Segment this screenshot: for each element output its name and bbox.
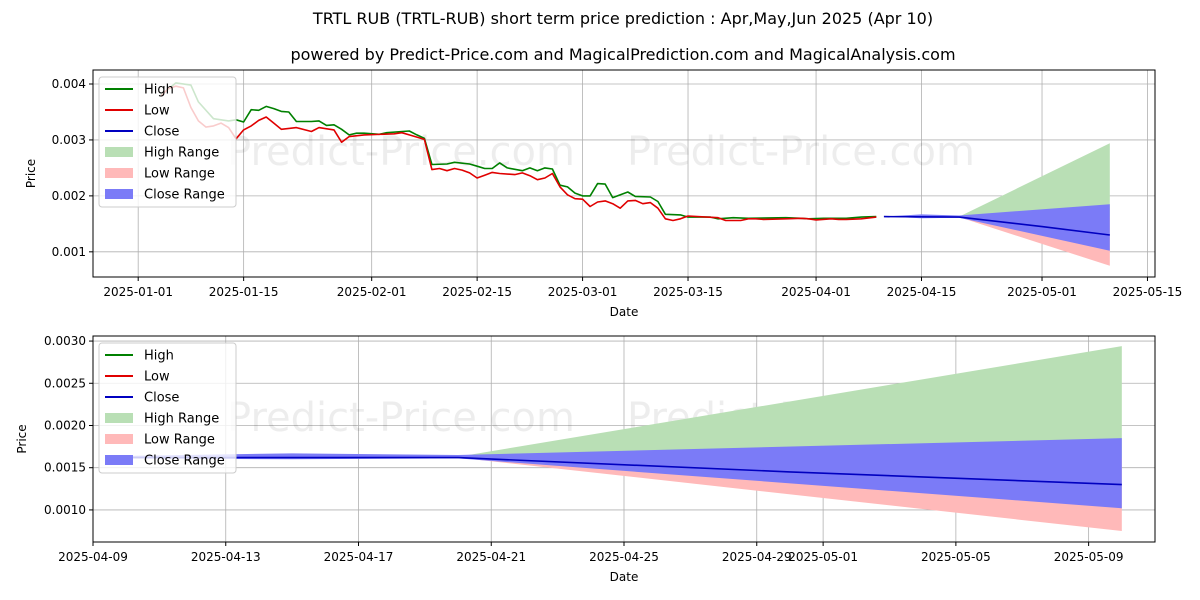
- x-tick-label: 2025-04-29: [722, 550, 792, 564]
- legend-box: [98, 342, 237, 474]
- close-range-area: [883, 204, 1110, 251]
- x-tick-label: 2025-04-25: [589, 550, 659, 564]
- watermark-text: Predict-Price.com: [627, 129, 975, 175]
- y-tick-label: 0.0015: [44, 461, 86, 475]
- plot-area: [126, 346, 1122, 532]
- axes-frame: [92, 69, 1156, 278]
- x-tick-label: 2025-01-15: [209, 285, 279, 299]
- top-chart-panel: Predict-Price.com Predict-Price.com 2025-0…: [24, 69, 1183, 319]
- x-tick-label: 2025-03-15: [653, 285, 723, 299]
- legend: High Low Close High Range Low Range Close Ran…: [98, 342, 237, 474]
- chart-subtitle: powered by Predict-Price.com and Magical…: [290, 45, 956, 64]
- x-tick-label: 2025-04-21: [456, 550, 526, 564]
- legend-label-low-range: Low Range: [144, 167, 215, 182]
- legend-swatch-low-range: [105, 434, 133, 444]
- x-axis-label: Date: [610, 305, 639, 319]
- x-tick-label: 2025-03-01: [548, 285, 618, 299]
- x-tick-label: 2025-04-13: [191, 550, 261, 564]
- legend-label-high-range: High Range: [144, 146, 219, 161]
- high-range-area: [126, 346, 1122, 458]
- y-axis-label: Price: [15, 424, 29, 453]
- y-axis-label: Price: [24, 159, 38, 188]
- legend-swatch-close-range: [105, 189, 133, 199]
- y-tick-label: 0.004: [52, 77, 86, 91]
- close-forecast-line: [883, 215, 1110, 236]
- x-axis-label: Date: [610, 570, 639, 584]
- legend-swatch-high-range: [105, 413, 133, 423]
- x-tick-label: 2025-02-01: [337, 285, 407, 299]
- legend-box: [98, 76, 237, 208]
- x-tick-label: 2025-04-09: [58, 550, 128, 564]
- x-tick-label: 2025-04-15: [887, 285, 957, 299]
- x-tick-label: 2025-04-01: [781, 285, 851, 299]
- x-tick-label: 2025-05-05: [921, 550, 991, 564]
- legend-label-low: Low: [144, 104, 170, 119]
- legend-label-close: Close: [144, 391, 179, 406]
- close-forecast-line: [126, 456, 1122, 486]
- y-tick-label: 0.0020: [44, 418, 86, 432]
- x-tick-label: 2025-01-01: [103, 285, 173, 299]
- y-tick-label: 0.0010: [44, 503, 86, 517]
- watermark-text: Predict-Price.com: [227, 129, 575, 175]
- y-tick-label: 0.003: [52, 133, 86, 147]
- legend-label-close-range: Close Range: [144, 188, 225, 203]
- watermark-text: Predict-Price.com: [227, 395, 575, 441]
- legend-swatch-close-range: [105, 455, 133, 465]
- x-tick-label: 2025-05-09: [1054, 550, 1124, 564]
- x-tick-label: 2025-02-15: [442, 285, 512, 299]
- high-range-area: [883, 143, 1110, 217]
- y-tick-label: 0.001: [52, 245, 86, 259]
- x-tick-label: 2025-05-01: [788, 550, 858, 564]
- legend-label-high: High: [144, 83, 174, 98]
- legend-label-close: Close: [144, 125, 179, 140]
- legend-label-low: Low: [144, 370, 170, 385]
- plot-area: [160, 82, 1110, 266]
- legend-label-high-range: High Range: [144, 412, 219, 427]
- legend: High Low Close High Range Low Range Close Ran…: [98, 76, 237, 208]
- close-range-area: [126, 438, 1122, 509]
- low-price-line: [160, 85, 877, 222]
- x-tick-label: 2025-04-17: [324, 550, 394, 564]
- x-tick-label: 2025-05-15: [1113, 285, 1183, 299]
- legend-label-close-range: Close Range: [144, 454, 225, 469]
- legend-swatch-high-range: [105, 147, 133, 157]
- x-tick-label: 2025-05-01: [1007, 285, 1077, 299]
- legend-swatch-low-range: [105, 168, 133, 178]
- legend-label-high: High: [144, 349, 174, 364]
- legend-label-low-range: Low Range: [144, 433, 215, 448]
- bottom-chart-panel: Predict-Price.comPredict-Price.com2025-0…: [15, 334, 1156, 584]
- chart-title: TRTL RUB (TRTL-RUB) short term price pre…: [312, 9, 934, 28]
- y-tick-label: 0.002: [52, 189, 86, 203]
- y-tick-label: 0.0025: [44, 376, 86, 390]
- y-tick-label: 0.0030: [44, 334, 86, 348]
